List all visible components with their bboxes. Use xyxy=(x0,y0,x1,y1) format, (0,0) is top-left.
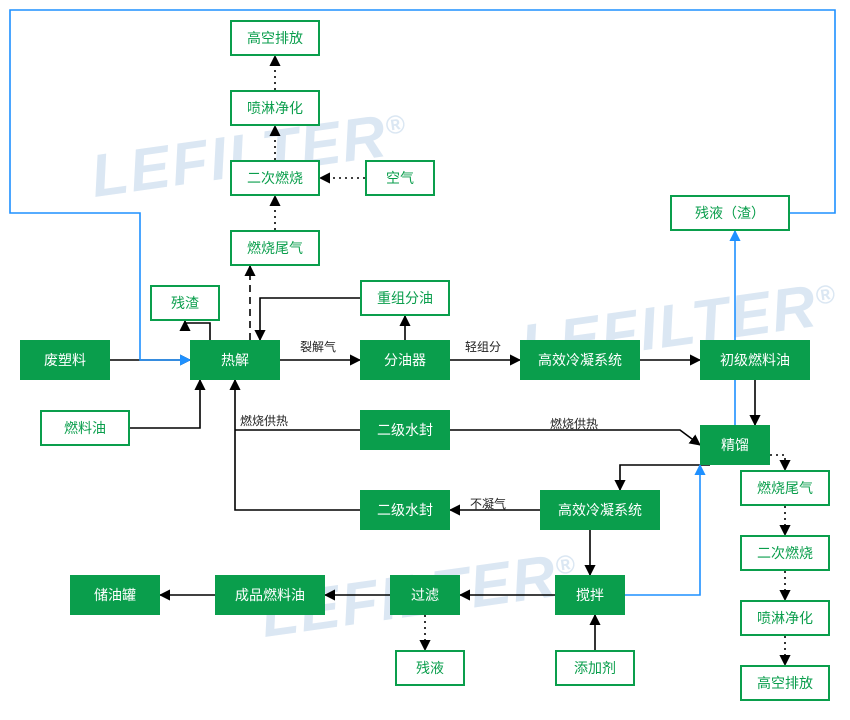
node-ranshaowq1: 燃烧尾气 xyxy=(230,230,320,266)
node-jingliu: 精馏 xyxy=(700,425,770,465)
node-lengning1: 高效冷凝系统 xyxy=(520,340,640,380)
edge-rejie-to-canzha xyxy=(185,321,210,340)
node-canye: 残液（渣） xyxy=(670,195,790,231)
node-lengning2: 高效冷凝系统 xyxy=(540,490,660,530)
edge-erjishuifeng2-to-rejie xyxy=(235,380,360,510)
node-canzha: 残渣 xyxy=(150,285,220,321)
node-chuyouguan: 储油罐 xyxy=(70,575,160,615)
edge-label-qingzufen: 轻组分 xyxy=(465,338,501,355)
node-chongzu: 重组分油 xyxy=(360,280,450,316)
edge-label-rsgre1: 燃烧供热 xyxy=(240,412,288,429)
node-kongqi: 空气 xyxy=(365,160,435,196)
edge-label-liejieqi: 裂解气 xyxy=(300,338,336,355)
edge-erjishuifeng1-to-jingliu xyxy=(450,430,700,445)
node-erci1: 二次燃烧 xyxy=(230,160,320,196)
node-tianjiaji: 添加剂 xyxy=(555,650,635,686)
edge-ranliaoyu-to-rejie xyxy=(130,380,200,428)
node-erjishuifeng1: 二级水封 xyxy=(360,410,450,450)
node-gaokong1: 高空排放 xyxy=(230,20,320,56)
edge-jingliu-to-lengning2 xyxy=(620,465,710,490)
edge-label-rsgre2: 燃烧供热 xyxy=(550,415,598,432)
node-penlin2: 喷淋净化 xyxy=(740,600,830,636)
node-fenyouqi: 分油器 xyxy=(360,340,450,380)
node-gaokong2: 高空排放 xyxy=(740,665,830,701)
node-guolv: 过滤 xyxy=(390,575,460,615)
node-erci2: 二次燃烧 xyxy=(740,535,830,571)
node-penlin1: 喷淋净化 xyxy=(230,90,320,126)
edge-label-buningqi: 不凝气 xyxy=(470,495,506,512)
edge-chongzu-to-rejie xyxy=(260,298,360,340)
node-erjishuifeng2: 二级水封 xyxy=(360,490,450,530)
node-canye2: 残液 xyxy=(395,650,465,686)
node-chengpin: 成品燃料油 xyxy=(215,575,325,615)
node-feisuliao: 废塑料 xyxy=(20,340,110,380)
node-rejie: 热解 xyxy=(190,340,280,380)
edge-jingliu-to-ranshaowq2 xyxy=(770,455,785,470)
node-ranliaoyu: 燃料油 xyxy=(40,410,130,446)
node-jiaoban: 搅拌 xyxy=(555,575,625,615)
edge-jiaoban-to-jingliu_extra xyxy=(625,465,700,595)
node-chujiranyou: 初级燃料油 xyxy=(700,340,810,380)
node-ranshaowq2: 燃烧尾气 xyxy=(740,470,830,506)
